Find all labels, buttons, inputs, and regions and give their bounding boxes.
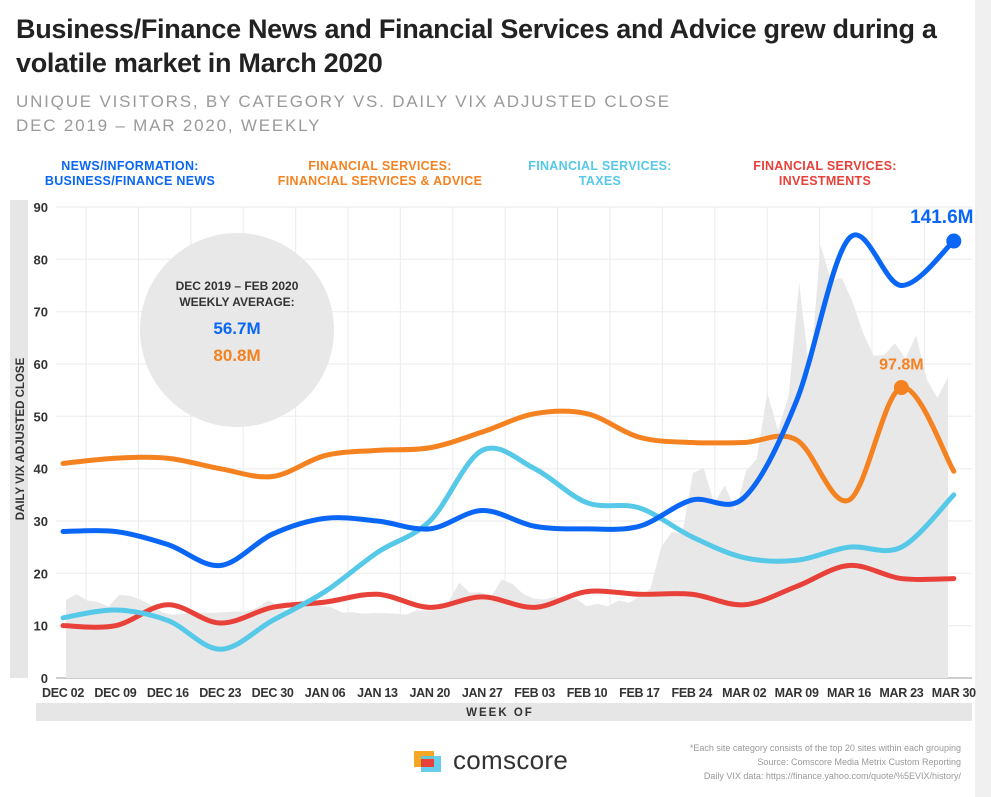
comscore-logo: comscore <box>413 745 568 776</box>
y-tick-label: 10 <box>34 619 48 634</box>
x-tick-label: FEB 24 <box>672 686 713 700</box>
x-axis-label: WEEK OF <box>466 707 534 719</box>
x-tick-label: MAR 09 <box>775 686 819 700</box>
legend-news: NEWS/INFORMATION: BUSINESS/FINANCE NEWS <box>30 159 230 189</box>
series-line-2 <box>60 445 957 652</box>
y-axis-label-band <box>10 200 28 678</box>
x-tick-label: DEC 02 <box>42 686 84 700</box>
y-tick-label: 70 <box>34 305 48 320</box>
x-tick-label: MAR 02 <box>722 686 766 700</box>
legend-taxes: FINANCIAL SERVICES: TAXES <box>510 159 690 189</box>
x-tick-label: DEC 16 <box>147 686 189 700</box>
y-tick-label: 0 <box>41 671 48 686</box>
x-tick-label: FEB 03 <box>514 686 555 700</box>
legend-label: NEWS/INFORMATION: <box>61 159 199 173</box>
comscore-logo-icon <box>414 750 441 772</box>
series-line-0 <box>60 232 957 568</box>
x-tick-label: JAN 06 <box>305 686 346 700</box>
series-end-label: 141.6M <box>910 207 973 228</box>
callout-advice-value: 80.8M <box>213 346 260 365</box>
footnotes: *Each site category consists of the top … <box>690 741 961 783</box>
x-tick-label: MAR 23 <box>879 686 923 700</box>
vix-area <box>66 245 948 678</box>
x-tick-label: DEC 23 <box>199 686 241 700</box>
right-margin-strip <box>975 0 991 797</box>
y-tick-label: 20 <box>34 566 48 581</box>
weekly-average-callout <box>140 233 334 427</box>
x-tick-label: JAN 20 <box>410 686 451 700</box>
y-tick-label: 40 <box>34 462 48 477</box>
legend-label: INVESTMENTS <box>778 174 872 188</box>
y-axis-label: DAILY VIX ADJUSTED CLOSE <box>15 357 27 520</box>
y-tick-label: 50 <box>34 409 48 424</box>
callout-line2: WEEKLY AVERAGE: <box>179 295 294 309</box>
y-tick-label: 60 <box>34 357 48 372</box>
y-tick-label: 30 <box>34 514 48 529</box>
legend-label: FINANCIAL SERVICES: <box>308 159 452 173</box>
x-tick-label: JAN 27 <box>462 686 503 700</box>
legend-label: TAXES <box>578 174 622 188</box>
logo-text: comscore <box>453 745 569 775</box>
legend-advice: FINANCIAL SERVICES: FINANCIAL SERVICES & … <box>270 159 490 189</box>
chart-subtitle: UNIQUE VISITORS, BY CATEGORY VS. DAILY V… <box>16 92 671 111</box>
x-tick-label: MAR 30 <box>932 686 976 700</box>
chart-title: Business/Finance News and Financial Serv… <box>16 14 937 78</box>
legend-label: BUSINESS/FINANCE NEWS <box>44 174 216 188</box>
footnote: *Each site category consists of the top … <box>689 743 961 753</box>
x-axis-label-band <box>36 703 972 721</box>
series-end-label: 97.8M <box>879 357 923 374</box>
footnote-vix-source: Daily VIX data: https://finance.yahoo.co… <box>703 771 961 781</box>
series-line-1 <box>60 385 957 504</box>
chart-subtitle-date-range: DEC 2019 – MAR 2020, WEEKLY <box>16 116 322 135</box>
legend-label: FINANCIAL SERVICES: <box>528 159 672 173</box>
legend-investments: FINANCIAL SERVICES: INVESTMENTS <box>735 159 915 189</box>
x-tick-label: DEC 30 <box>252 686 294 700</box>
series-end-marker <box>893 380 909 396</box>
callout-line1: DEC 2019 – FEB 2020 <box>176 279 299 293</box>
series-end-marker <box>946 233 962 249</box>
legend-label: FINANCIAL SERVICES & ADVICE <box>277 174 483 188</box>
x-tick-label: MAR 16 <box>827 686 871 700</box>
legend-label: FINANCIAL SERVICES: <box>753 159 897 173</box>
x-tick-label: DEC 09 <box>94 686 136 700</box>
footnote-source: Source: Comscore Media Metrix Custom Rep… <box>757 757 961 767</box>
y-tick-label: 90 <box>34 200 48 215</box>
x-tick-label: JAN 13 <box>357 686 398 700</box>
x-tick-label: FEB 10 <box>567 686 608 700</box>
x-tick-label: FEB 17 <box>619 686 660 700</box>
y-tick-label: 80 <box>34 252 48 267</box>
series-line-3 <box>60 562 957 630</box>
callout-news-value: 56.7M <box>213 319 260 338</box>
